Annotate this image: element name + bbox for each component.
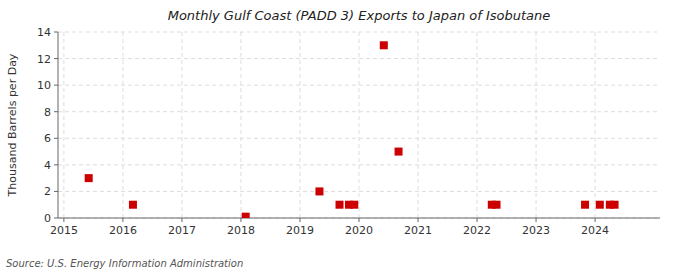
grid-line-x bbox=[359, 32, 360, 218]
y-tick bbox=[54, 111, 58, 112]
point bbox=[315, 187, 323, 195]
point bbox=[493, 201, 501, 209]
point bbox=[242, 213, 250, 218]
point bbox=[581, 201, 589, 209]
y-tick bbox=[54, 218, 58, 219]
points bbox=[85, 41, 619, 218]
grid-line-x bbox=[299, 32, 300, 218]
x-tick-label: 2015 bbox=[50, 224, 78, 237]
annotation: Source: U.S. Energy Information Administ… bbox=[6, 258, 243, 269]
grid-line-y bbox=[58, 58, 660, 59]
y-tick-label: 8 bbox=[44, 106, 51, 119]
x-tick bbox=[122, 218, 123, 222]
x-tick-label: 2016 bbox=[109, 224, 137, 237]
title: Monthly Gulf Coast (PADD 3) Exports to J… bbox=[168, 8, 551, 23]
x-tick-label: 2022 bbox=[463, 224, 491, 237]
y-tick-label: 10 bbox=[37, 79, 51, 92]
grid-line-x bbox=[595, 32, 596, 218]
x-tick-label: 2020 bbox=[345, 224, 373, 237]
x-tick-label: 2019 bbox=[286, 224, 314, 237]
chart-container: Monthly Gulf Coast (PADD 3) Exports to J… bbox=[0, 0, 675, 275]
point bbox=[596, 201, 604, 209]
y-tick bbox=[54, 191, 58, 192]
point bbox=[129, 201, 137, 209]
y-tick bbox=[54, 164, 58, 165]
y-axis-line bbox=[58, 32, 59, 218]
chart: Monthly Gulf Coast (PADD 3) Exports to J… bbox=[0, 0, 675, 275]
point bbox=[350, 201, 358, 209]
y-tick bbox=[54, 85, 58, 86]
x-tick-label: 2017 bbox=[168, 224, 196, 237]
grid-line-x bbox=[477, 32, 478, 218]
x-tick-label: 2024 bbox=[581, 224, 609, 237]
grid-line-y bbox=[58, 191, 660, 192]
x-tick-label: 2021 bbox=[404, 224, 432, 237]
y-axis-label: Thousand Barrels per Day bbox=[6, 53, 19, 197]
x-tick bbox=[536, 218, 537, 222]
grid-line-x bbox=[240, 32, 241, 218]
x-tick bbox=[595, 218, 596, 222]
point bbox=[395, 148, 403, 156]
point bbox=[380, 41, 388, 49]
point bbox=[336, 201, 344, 209]
y-tick-label: 2 bbox=[44, 185, 51, 198]
y-tick-label: 4 bbox=[44, 159, 51, 172]
y-tick bbox=[54, 32, 58, 33]
y-tick-label: 12 bbox=[37, 53, 51, 66]
x-tick bbox=[477, 218, 478, 222]
x-tick-label: 2023 bbox=[522, 224, 550, 237]
grid-line-x bbox=[63, 32, 64, 218]
x-tick bbox=[240, 218, 241, 222]
grid-line-x bbox=[122, 32, 123, 218]
x-tick bbox=[181, 218, 182, 222]
y-tick bbox=[54, 58, 58, 59]
x-tick bbox=[63, 218, 64, 222]
y-tick-label: 0 bbox=[44, 212, 51, 225]
y-tick bbox=[54, 138, 58, 139]
grid-line-x bbox=[418, 32, 419, 218]
x-tick bbox=[359, 218, 360, 222]
x-tick bbox=[299, 218, 300, 222]
x-tick-label: 2018 bbox=[227, 224, 255, 237]
point bbox=[611, 201, 619, 209]
point bbox=[85, 174, 93, 182]
grid-line-x bbox=[536, 32, 537, 218]
x-tick bbox=[418, 218, 419, 222]
grid bbox=[58, 32, 660, 218]
y-tick-label: 14 bbox=[37, 26, 51, 39]
y-tick-label: 6 bbox=[44, 132, 51, 145]
grid-line-x bbox=[181, 32, 182, 218]
